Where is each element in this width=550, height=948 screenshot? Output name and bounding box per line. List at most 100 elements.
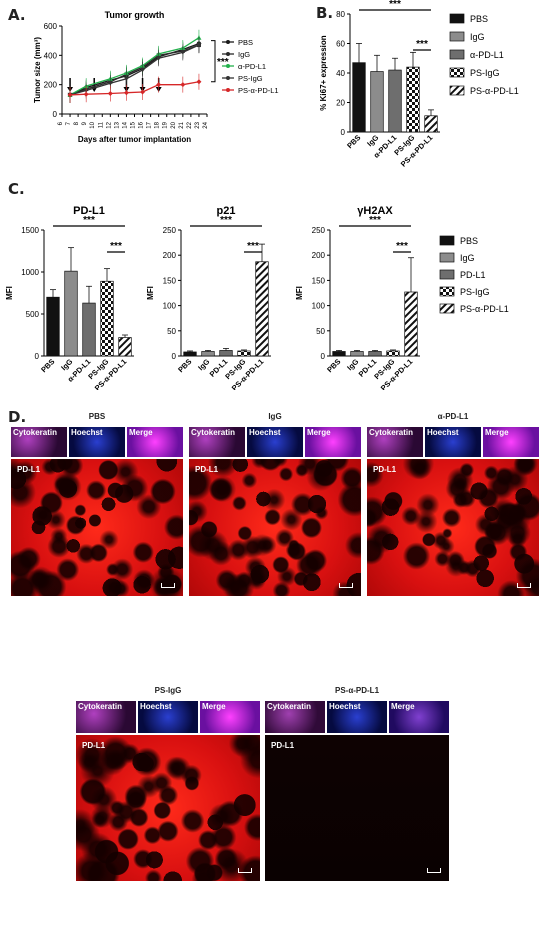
y-tick-label: 500 [26,310,40,319]
x-tick-label: 16 [139,121,145,128]
legend-swatch [449,85,465,96]
y-tick-label: 200 [163,251,177,260]
data-point [83,91,89,97]
category-label: PBS [39,357,56,374]
y-tick-label: 40 [336,69,345,78]
x-tick-label: 20 [171,121,177,128]
x-tick-label: 9 [82,121,88,125]
bar-3 [100,280,114,357]
series-line-1 [69,44,200,96]
pdl1-image-3: PD-L1 [75,734,261,883]
legend-label: PS-α-PD-L1 [470,86,519,96]
bar-3 [237,350,251,357]
panel-label-d: D. [8,408,27,426]
category-label: PBS [176,357,193,374]
legend-label: PBS [470,14,488,24]
y-axis-label: MFI [5,286,14,300]
series-line-3 [69,44,200,96]
panel-label-b: B. [316,4,334,22]
x-tick-label: 10 [90,121,96,128]
pdl1-label: PD-L1 [195,464,219,474]
x-tick-label: 19 [163,121,169,128]
legend-swatch [439,269,455,280]
hoechst-thumbnail-3: Hoechst [137,700,199,735]
x-tick-label: 7 [66,121,72,125]
cytokeratin-thumbnail-3: Cytokeratin [75,700,137,735]
significance-label-1: *** [83,215,95,226]
chart-title: PD-L1 [73,205,105,217]
micrograph-title-2: α-PD-L1 [437,412,469,421]
ki67-chart: 0 20 40 60 80 % Ki67+ expression PBS IgG α-PD-L1… [319,0,519,169]
series-line-0 [69,42,200,96]
x-tick-label: 15 [131,121,137,128]
merge-thumbnail-2: Merge [482,426,540,458]
y-tick-label: 20 [336,99,345,108]
legend-label: PBS [460,236,478,246]
y-tick-label: 0 [35,352,40,361]
y-tick-label: 200 [44,81,58,90]
legend-label: PS-α-PD-L1 [460,304,509,314]
legend-label: α-PD-L1 [238,62,266,71]
series-line-4 [70,81,200,96]
x-tick-label: 23 [195,121,201,128]
legend-marker [226,76,230,80]
data-point [67,92,73,98]
data-point [180,82,186,88]
bar-4 [255,261,269,357]
y-tick-label: 0 [172,352,177,361]
cytokeratin-thumbnail-2: Cytokeratin [366,426,424,458]
channel-label: Cytokeratin [369,428,414,437]
data-point [156,82,162,88]
legend-marker [226,40,230,44]
bar-3 [406,66,420,133]
bar-4 [424,115,438,133]
panel-label-c: C. [8,180,25,198]
hoechst-thumbnail-4: Hoechst [326,700,388,735]
data-point [107,81,113,86]
bar-1 [201,351,215,357]
bar-0 [332,351,346,357]
y-tick-label: 50 [316,327,325,336]
x-axis-label: Days after tumor implantation [78,135,191,144]
chart-title: Tumor growth [105,10,165,20]
hoechst-thumbnail-0: Hoechst [68,426,126,458]
y-tick-label: 50 [167,327,176,336]
legend-marker [226,52,230,56]
bar-2 [368,351,382,357]
channel-label: Merge [485,428,509,437]
hoechst-thumbnail-1: Hoechst [246,426,304,458]
y-tick-label: 100 [312,302,326,311]
legend-swatch [449,67,465,78]
legend-marker [226,64,230,68]
x-tick-label: 11 [98,121,104,128]
category-label: PBS [345,133,362,150]
legend-swatch [439,252,455,263]
channel-label: Merge [202,702,226,711]
hoechst-thumbnail-2: Hoechst [424,426,482,458]
y-tick-label: 400 [44,51,58,60]
channel-label: Cytokeratin [78,702,123,711]
significance-label-1: *** [220,215,232,226]
legend-label: PS-IgG [470,68,500,78]
scale-bar [427,868,441,874]
y-tick-label: 80 [336,10,345,19]
merge-thumbnail-3: Merge [199,700,261,735]
chart-title: p21 [217,205,236,217]
bar-0 [352,62,366,133]
channel-label: Merge [391,702,415,711]
channel-label: Hoechst [427,428,459,437]
tumor-growth-chart: Tumor growth 0 200 400 600 6 7 8 9 10 11 12 13 14 15 16… [33,10,279,144]
channel-label: Hoechst [329,702,361,711]
gh2ax-mfi-chart: γH2AX 0 50 100 150 200 250 MFI PBS IgG PD-L1 PS-IgG… [295,205,509,390]
cytokeratin-thumbnail-1: Cytokeratin [188,426,246,458]
micrograph-title-3: PS-IgG [154,686,182,695]
data-point [196,79,202,85]
bar-4 [404,291,418,357]
significance-label: *** [217,57,229,68]
pdl1-image-2: PD-L1 [366,457,540,597]
significance-label-2: *** [396,241,408,252]
scale-bar [161,582,175,588]
legend-swatch [449,49,465,60]
y-tick-label: 60 [336,40,345,49]
x-tick-label: 13 [114,121,120,128]
